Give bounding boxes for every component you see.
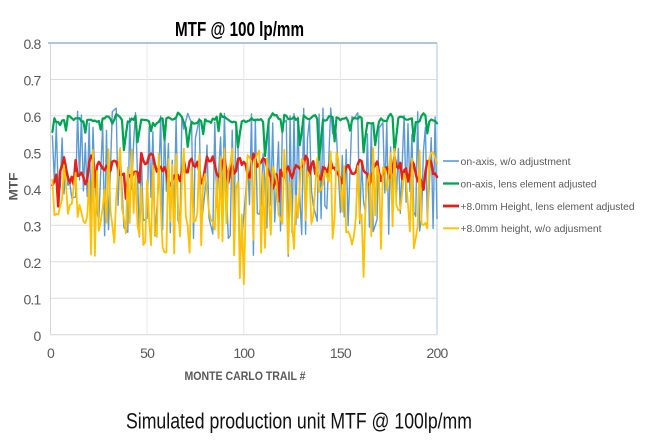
- svg-text:+8.0mm Height, lens element ad: +8.0mm Height, lens element adjusted: [461, 201, 635, 213]
- svg-text:0.7: 0.7: [23, 73, 41, 89]
- svg-text:100: 100: [233, 345, 255, 361]
- svg-text:MTF @ 100 lp/mm: MTF @ 100 lp/mm: [175, 19, 304, 41]
- svg-text:0.3: 0.3: [23, 219, 41, 235]
- svg-text:0.4: 0.4: [23, 182, 41, 198]
- svg-text:on-axis, w/o adjustment: on-axis, w/o adjustment: [461, 156, 571, 168]
- svg-text:0.5: 0.5: [23, 146, 41, 162]
- svg-text:MTF: MTF: [8, 173, 20, 201]
- svg-text:0.2: 0.2: [23, 255, 41, 271]
- svg-text:0: 0: [47, 345, 55, 361]
- svg-text:0.8: 0.8: [23, 36, 41, 52]
- svg-text:Simulated production unit MTF: Simulated production unit MTF @ 100lp/mm: [126, 409, 472, 434]
- svg-text:+8.0mm height, w/o adjusment: +8.0mm height, w/o adjusment: [461, 223, 602, 235]
- svg-text:0: 0: [34, 328, 42, 344]
- svg-text:0.6: 0.6: [23, 109, 41, 125]
- svg-text:MONTE CARLO TRAIL #: MONTE CARLO TRAIL #: [185, 369, 306, 383]
- svg-text:150: 150: [330, 345, 352, 361]
- svg-text:0.1: 0.1: [23, 291, 41, 307]
- svg-text:200: 200: [427, 345, 449, 361]
- svg-text:on-axis, lens element adjusted: on-axis, lens element adjusted: [461, 178, 597, 190]
- svg-text:50: 50: [140, 345, 155, 361]
